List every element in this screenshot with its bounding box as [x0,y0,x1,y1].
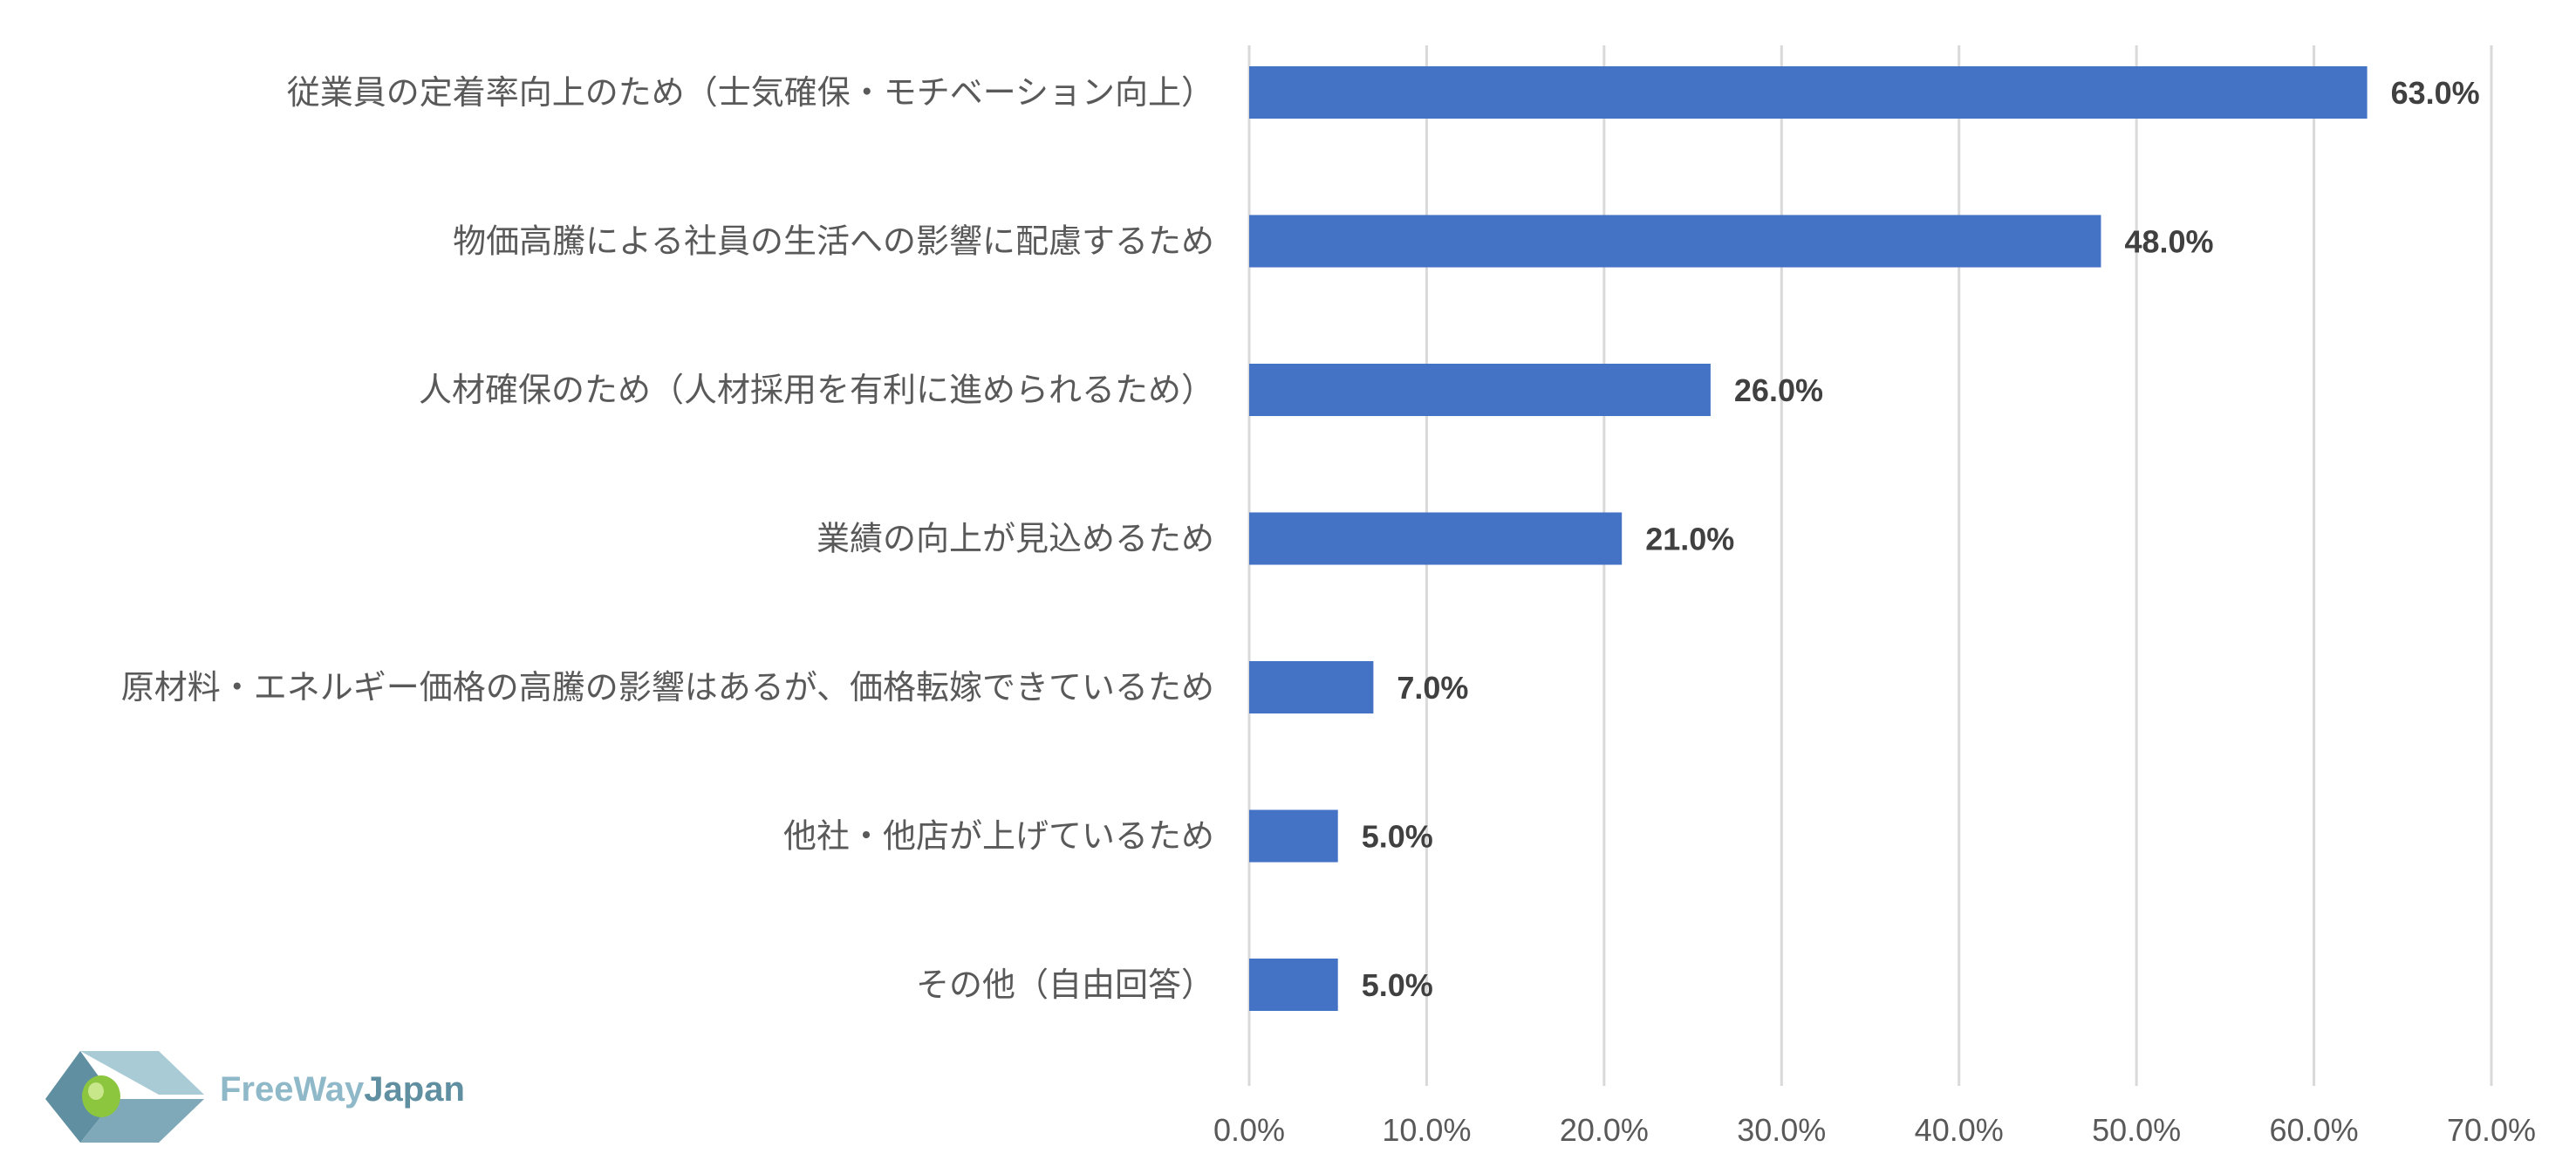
x-axis-tick-labels: 0.0% 10.0% 20.0% 30.0% 40.0% 50.0% 60.0% 70.0% [1213,1112,2536,1148]
bar [1249,66,2368,119]
data-label: 21.0% [1645,522,1734,557]
x-tick-label: 40.0% [1915,1112,2004,1148]
data-label: 48.0% [2124,224,2213,260]
x-tick-label: 50.0% [2092,1112,2181,1148]
value-labels: 63.0% 48.0% 26.0% 21.0% 7.0% 5.0% 5.0% [1362,75,2480,1003]
bar [1249,364,1711,416]
x-tick-label: 10.0% [1382,1112,1471,1148]
data-label: 63.0% [2391,75,2480,111]
x-tick-label: 0.0% [1213,1112,1285,1148]
category-label: 他社・他店が上げているため [783,817,1214,856]
category-labels: 従業員の定着率向上のため（士気確保・モチベーション向上） 物価高騰による社員の生活… [121,73,1214,1004]
x-tick-label: 30.0% [1737,1112,1826,1148]
bars [1249,66,2368,1011]
x-tick-label: 20.0% [1560,1112,1649,1148]
logo-text-freeway: FreeWay [220,1070,365,1109]
x-tick-label: 60.0% [2270,1112,2359,1148]
x-tick-label: 70.0% [2447,1112,2536,1148]
bar [1249,661,1374,713]
bar [1249,512,1623,565]
logo-text-japan: Japan [364,1070,465,1109]
category-label: 従業員の定着率向上のため（士気確保・モチベーション向上） [287,73,1214,112]
bar [1249,959,1338,1011]
category-label: その他（自由回答） [916,966,1214,1004]
bar [1249,809,1338,863]
data-label: 7.0% [1397,670,1468,706]
category-label: 人材確保のため（人材採用を有利に進められるため） [419,371,1214,409]
category-label: 物価高騰による社員の生活への影響に配慮するため [453,222,1214,261]
data-label: 5.0% [1362,819,1433,855]
freewayjapan-logo-icon [45,1051,204,1143]
bar [1249,215,2101,268]
category-label: 業績の向上が見込めるため [817,520,1214,558]
category-label: 原材料・エネルギー価格の高騰の影響はあるが、価格転嫁できているため [121,668,1214,706]
data-label: 26.0% [1734,372,1823,408]
freewayjapan-logo: FreeWayJapan [45,1051,465,1147]
data-label: 5.0% [1362,967,1433,1003]
gridlines [1247,45,2493,1086]
